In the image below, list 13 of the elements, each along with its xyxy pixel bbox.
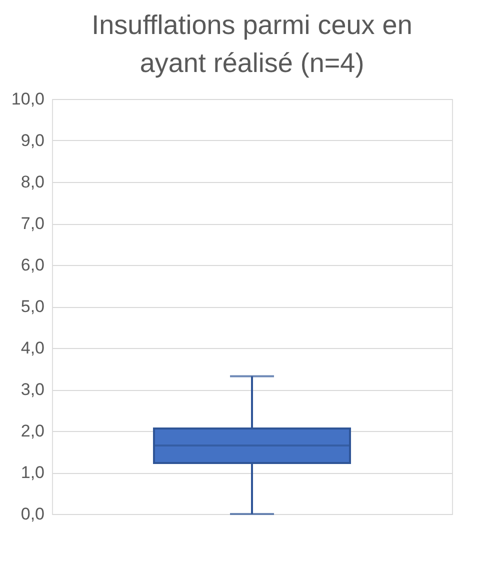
y-tick-label: 1,0 — [20, 463, 44, 482]
text: Insufflations parmi ceux en — [92, 10, 412, 40]
y-tick-label: 0,0 — [20, 504, 44, 524]
y-tick-label: 10,0 — [11, 90, 44, 108]
text: ayant réalisé (n=4) — [140, 48, 364, 78]
y-tick-label: 7,0 — [20, 214, 44, 233]
y-tick-label: 4,0 — [20, 338, 44, 358]
y-tick-label: 8,0 — [20, 172, 44, 192]
y-tick-label: 6,0 — [20, 256, 44, 274]
y-tick-label: 2,0 — [20, 422, 44, 440]
y-tick-label: 9,0 — [20, 131, 44, 150]
y-tick-label: 3,0 — [20, 380, 44, 399]
y-tick-label: 5,0 — [20, 297, 44, 316]
